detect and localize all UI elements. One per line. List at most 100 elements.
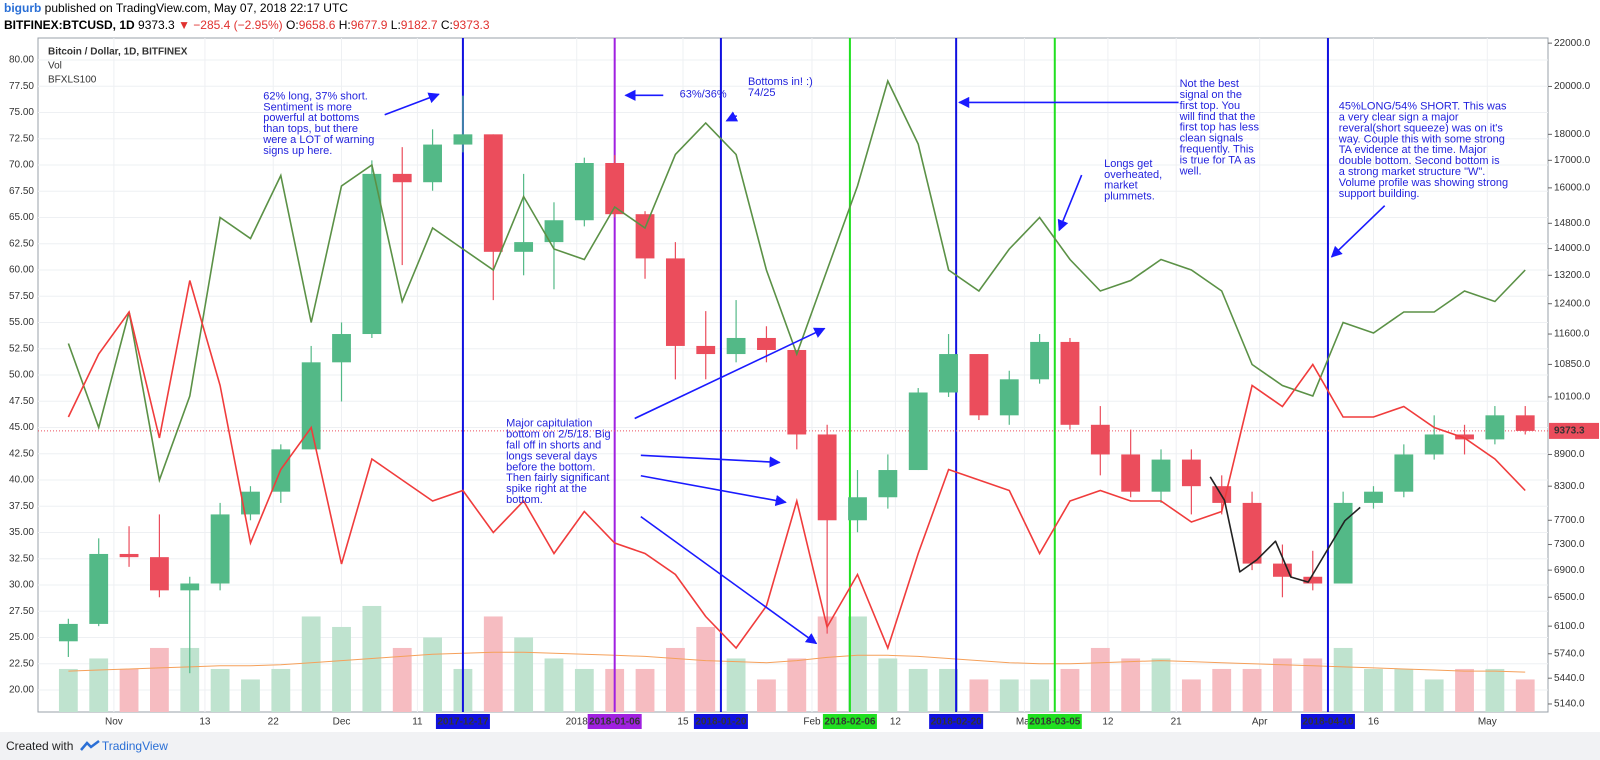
- arrow: [384, 92, 440, 116]
- y-tick-label: 60.00: [9, 265, 34, 276]
- volume-bar: [1394, 668, 1414, 712]
- candle-body: [1424, 434, 1444, 455]
- volume-bar: [1303, 658, 1323, 712]
- candle-body: [1515, 415, 1535, 431]
- change: ▼ −285.4 (−2.95%): [178, 18, 283, 32]
- y2-tick-label: 7700.0: [1554, 515, 1585, 526]
- y2-tick-label: 16000.0: [1554, 183, 1591, 194]
- candle-body: [635, 214, 655, 259]
- candle-body: [787, 349, 807, 435]
- candle-body: [149, 557, 169, 591]
- volume-bar: [180, 647, 200, 712]
- volume-bar: [969, 679, 989, 712]
- annotation: signal on the: [1180, 89, 1242, 101]
- marker-label-bg: [693, 714, 748, 729]
- annotation: market: [1104, 180, 1138, 192]
- annotation: Major capitulation: [506, 418, 592, 430]
- volume-bar: [1455, 668, 1474, 712]
- volume-bar: [1364, 668, 1383, 712]
- author[interactable]: bigurb: [4, 1, 42, 15]
- x-tick-label: 15: [677, 717, 689, 728]
- volume-bar: [574, 668, 594, 712]
- marker-label-bg: [1300, 714, 1355, 729]
- volume-bar: [757, 679, 776, 712]
- candle-body: [544, 220, 564, 243]
- y2-tick-label: 10100.0: [1554, 392, 1591, 403]
- indicator-line: [67, 280, 1526, 651]
- legend-entry: Bitcoin / Dollar, 1D, BITFINEX: [48, 47, 188, 58]
- candle-body: [696, 345, 716, 355]
- arrow: [1330, 205, 1386, 258]
- annotation: first top. You: [1180, 100, 1241, 112]
- candle-body: [301, 362, 321, 450]
- c-label: C:: [440, 18, 453, 32]
- annotation: before the bottom.: [506, 461, 595, 473]
- marker-label: 2017-12-17: [437, 717, 489, 728]
- annotation: 74/25: [748, 87, 776, 99]
- legend-entry: BFXLS100: [48, 75, 97, 86]
- annotation: spike right at the: [506, 483, 587, 495]
- chart: Nov 13 22 Dec 11 2018 15 Feb 12 Mar 12 21 Apr 16 May 20…: [9, 37, 1599, 729]
- annotation: Not the best: [1180, 78, 1239, 90]
- candle-body: [999, 379, 1019, 416]
- volume-bar: [1424, 679, 1444, 712]
- candle-body: [1151, 459, 1171, 492]
- x-tick-label: 2018: [566, 717, 589, 728]
- y2-tick-label: 22000.0: [1554, 38, 1591, 49]
- annotation: Then fairly significant: [506, 472, 609, 484]
- marker-label-bg: [929, 714, 984, 729]
- candle-body: [180, 583, 200, 591]
- candle-body: [241, 491, 260, 515]
- arrow: [640, 516, 818, 645]
- y2-tick-label: 10850.0: [1554, 359, 1591, 370]
- annotation: were a LOT of warning: [262, 134, 374, 146]
- marker-label: 2018-01-20: [695, 717, 747, 728]
- candle-body: [908, 392, 928, 471]
- y-tick-label: 35.00: [9, 527, 34, 538]
- volume-bar: [908, 668, 928, 712]
- y-tick-label: 45.00: [9, 422, 34, 433]
- volume-bar: [1212, 668, 1232, 712]
- brand[interactable]: TradingView: [101, 739, 168, 753]
- marker-label-bg: [1027, 714, 1082, 729]
- volume-bar: [1090, 647, 1110, 712]
- marker-label: 2018-01-06: [589, 717, 641, 728]
- candle-body: [423, 144, 442, 183]
- volume-bar: [332, 626, 351, 712]
- volume-bar: [544, 658, 564, 712]
- candle-body: [1303, 576, 1323, 584]
- volume-bar: [1151, 658, 1171, 712]
- y2-tick-label: 11600.0: [1554, 329, 1590, 340]
- candle-body: [89, 553, 109, 624]
- y2-tick-label: 6100.0: [1554, 621, 1585, 632]
- candle-body: [332, 334, 351, 363]
- annotation: fall off in shorts and: [506, 439, 601, 451]
- marker-label-bg: [822, 714, 877, 729]
- candle-body: [848, 497, 867, 521]
- candle-body: [726, 337, 746, 355]
- volume-bar: [635, 668, 655, 712]
- marker-label: 2018-02-20: [931, 717, 983, 728]
- candle-body: [878, 470, 898, 498]
- x-tick-label: Feb: [803, 717, 821, 728]
- candle-body: [1394, 454, 1414, 492]
- y-tick-label: 55.00: [9, 317, 34, 328]
- volume-bar: [1273, 658, 1292, 712]
- header-line-1: bigurb published on TradingView.com, May…: [4, 0, 1600, 17]
- annotation: plummets.: [1104, 191, 1155, 203]
- volume-bar: [1485, 668, 1505, 712]
- annotation: frequently. This: [1180, 144, 1255, 156]
- y2-tick-label: 5140.0: [1554, 699, 1585, 710]
- candle-body: [453, 134, 473, 145]
- annotation: will find that the: [1179, 111, 1256, 123]
- y-tick-label: 62.50: [9, 238, 34, 249]
- y-tick-label: 65.00: [9, 212, 34, 223]
- x-tick-label: 13: [199, 717, 211, 728]
- y-tick-label: 70.00: [9, 160, 34, 171]
- volume-bar: [58, 668, 78, 712]
- y2-tick-label: 12400.0: [1554, 298, 1591, 309]
- arrow: [640, 454, 781, 468]
- annotation: a strong market structure "W".: [1339, 166, 1486, 178]
- annotation: overheated,: [1104, 169, 1162, 181]
- y2-tick-label: 20000.0: [1554, 81, 1591, 92]
